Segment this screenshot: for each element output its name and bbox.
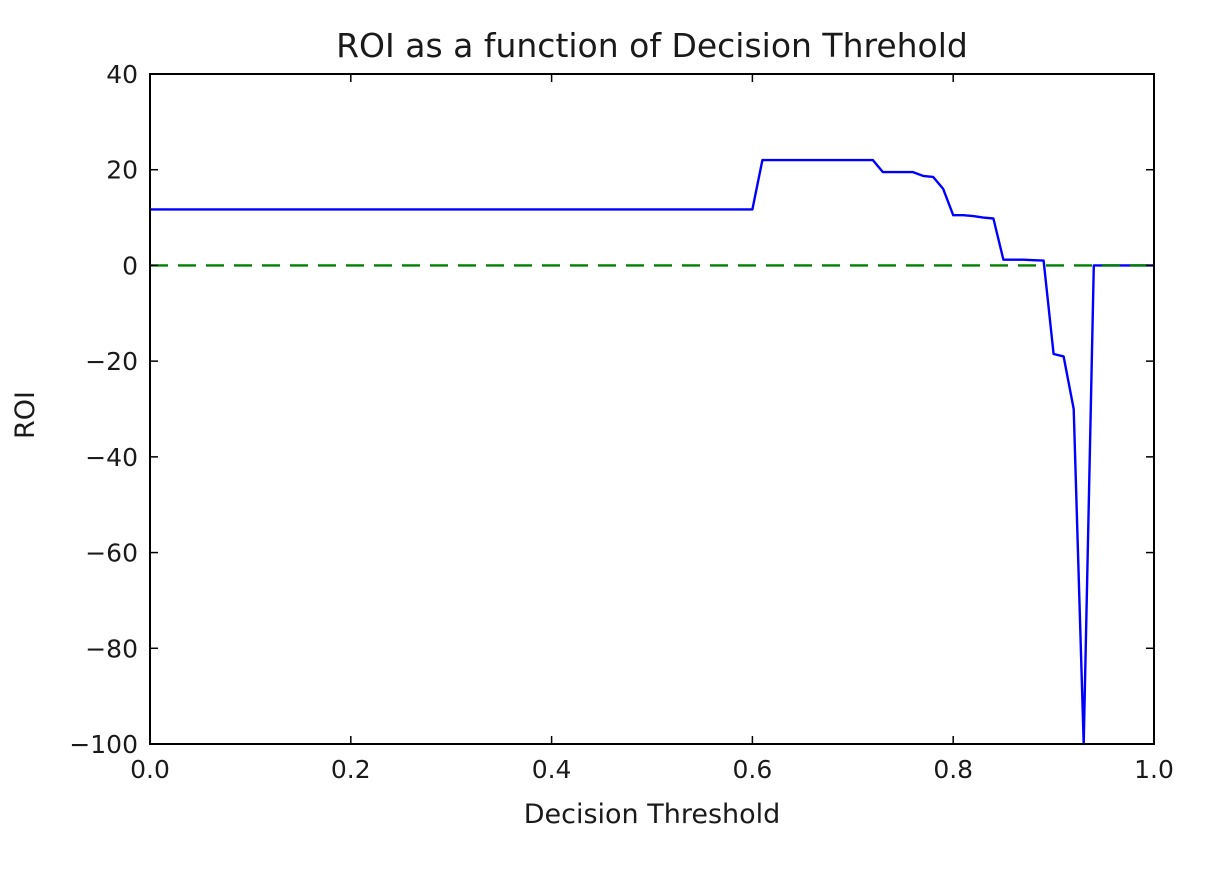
y-tick-label: −80: [85, 634, 138, 663]
x-tick-label: 0.6: [733, 755, 773, 784]
y-tick-label: 20: [106, 156, 138, 185]
x-tick-label: 0.4: [532, 755, 572, 784]
x-tick-label: 1.0: [1134, 755, 1174, 784]
y-tick-label: 40: [106, 60, 138, 89]
y-tick-label: −20: [85, 347, 138, 376]
y-tick-label: −60: [85, 539, 138, 568]
x-tick-label: 0.8: [933, 755, 973, 784]
y-tick-label: −100: [69, 730, 138, 759]
y-tick-label: 0: [122, 251, 138, 280]
axis-ticks: 0.0 0.2 0.4 0.6 0.8 1.0 40 20 0 −20 −40 −60 −80 −100: [69, 60, 1174, 784]
y-axis-label: ROI: [10, 391, 41, 439]
y-tick-label: −40: [85, 443, 138, 472]
x-tick-label: 0.0: [130, 755, 170, 784]
chart-title: ROI as a function of Decision Threhold: [336, 26, 968, 65]
plot-frame: [149, 73, 1155, 745]
x-axis-label: Decision Threshold: [524, 799, 781, 830]
x-tick-label: 0.2: [331, 755, 371, 784]
roi-series-line: [150, 158, 1154, 746]
plot-area: [150, 158, 1154, 746]
